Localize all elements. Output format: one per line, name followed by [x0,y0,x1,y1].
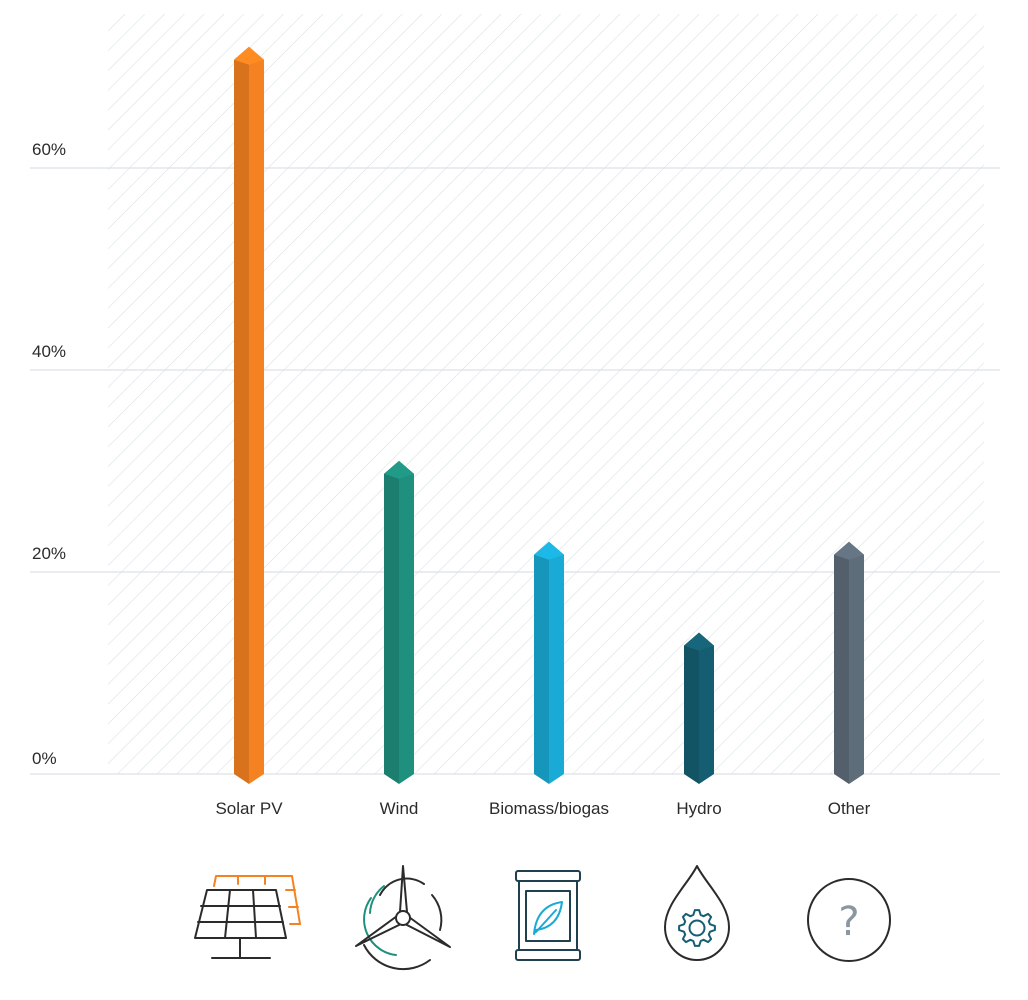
bar-biomass-biogas [534,541,564,784]
wind-turbine-icon [355,865,451,971]
hydro-drop-icon [664,865,730,961]
x-tick-label: Solar PV [215,799,283,818]
bar-solar-pv [234,46,264,785]
bars [234,46,864,785]
category-icons: ? [194,865,891,971]
x-tick-label: Wind [380,799,419,818]
y-tick-label: 0% [32,749,57,768]
x-tick-label: Biomass/biogas [489,799,609,818]
bar-wind [384,460,414,784]
y-tick-label: 40% [32,342,66,361]
question-icon: ? [807,878,891,962]
x-axis-labels: Solar PV Wind Biomass/biogas Hydro Other [215,799,870,818]
bar-other [834,541,864,784]
biomass-barrel-icon [515,870,581,961]
x-tick-label: Other [828,799,871,818]
y-tick-label: 20% [32,544,66,563]
y-axis-ticks: 0% 20% 40% 60% [32,140,66,768]
question-mark-glyph: ? [838,899,859,945]
x-tick-label: Hydro [676,799,721,818]
bar-hydro [684,632,714,784]
solar-panel-icon [194,875,301,959]
y-tick-label: 60% [32,140,66,159]
